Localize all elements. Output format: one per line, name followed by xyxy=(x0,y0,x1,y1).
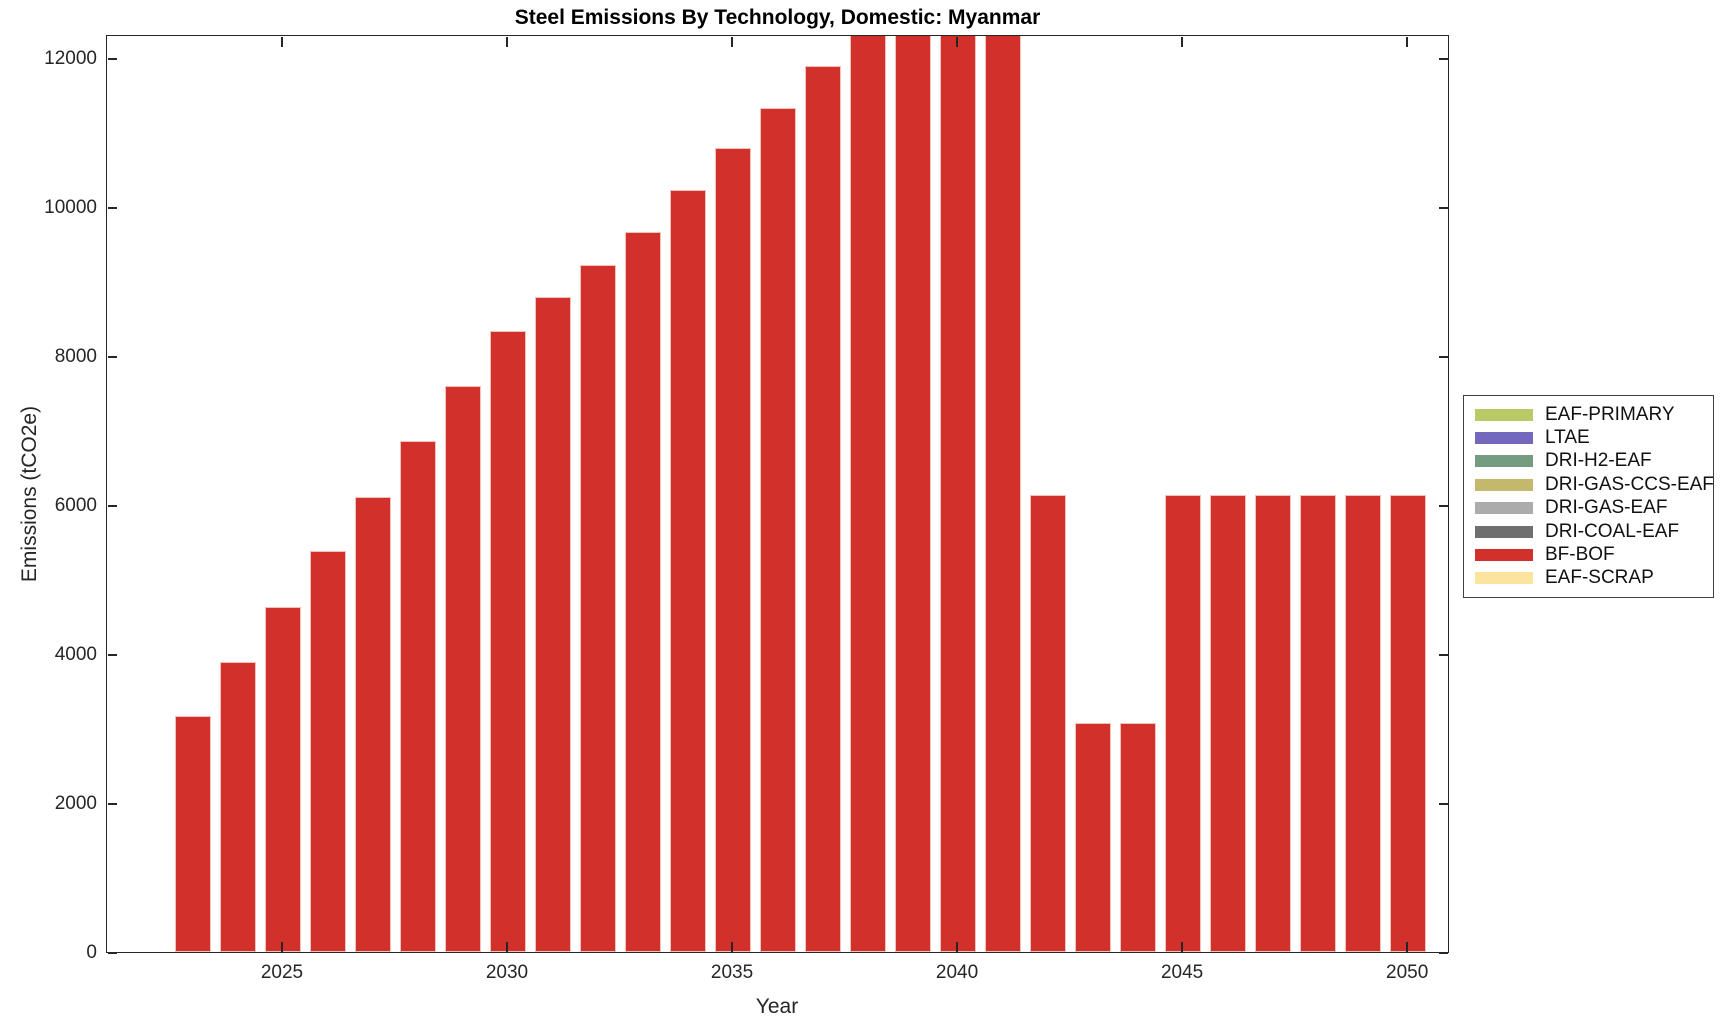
legend-item-bf-bof: BF-BOF xyxy=(1475,543,1713,566)
legend-item-eaf-primary: EAF-PRIMARY xyxy=(1475,403,1713,426)
y-tick-label-10000: 10000 xyxy=(44,196,97,218)
bar-2037 xyxy=(805,66,842,952)
y-tick-left-2000 xyxy=(107,803,117,805)
x-tick-top-2050 xyxy=(1406,36,1408,47)
legend-swatch-bf-bof xyxy=(1475,549,1533,562)
bar-2030 xyxy=(490,331,526,952)
y-tick-label-0: 0 xyxy=(86,942,97,963)
legend-item-eaf-scrap: EAF-SCRAP xyxy=(1475,567,1713,590)
x-tick-top-2040 xyxy=(956,36,958,47)
x-tick-bottom-2040 xyxy=(956,941,958,952)
legend-label: LTAE xyxy=(1545,427,1590,449)
x-tick-label-2040: 2040 xyxy=(935,962,979,983)
bar-2034 xyxy=(670,189,707,952)
legend-label: EAF-PRIMARY xyxy=(1545,403,1675,425)
x-tick-bottom-2050 xyxy=(1406,941,1408,952)
bar-2048 xyxy=(1300,495,1337,952)
x-tick-top-2025 xyxy=(281,36,283,47)
y-tick-left-6000 xyxy=(107,505,117,507)
y-tick-label-2000: 2000 xyxy=(54,792,97,814)
legend-swatch-eaf-primary xyxy=(1475,408,1533,421)
bar-2046 xyxy=(1210,495,1247,952)
legend-box: EAF-PRIMARY LTAE DRI-H2-EAF DRI-GAS-CCS-EAF… xyxy=(1463,395,1714,598)
x-tick-label-2045: 2045 xyxy=(1160,962,1204,983)
bar-2043 xyxy=(1075,723,1112,952)
legend-swatch-dri-h2-eaf xyxy=(1475,455,1533,468)
bar-2041 xyxy=(985,36,1022,952)
legend-label: DRI-GAS-EAF xyxy=(1545,497,1668,519)
y-tick-left-12000 xyxy=(107,58,117,60)
x-tick-label-2025: 2025 xyxy=(260,962,304,983)
bar-2035 xyxy=(715,148,752,952)
x-tick-label-2035: 2035 xyxy=(710,962,754,983)
bar-2023 xyxy=(174,715,211,952)
x-tick-top-2030 xyxy=(506,36,508,47)
bar-2033 xyxy=(625,232,662,952)
legend-swatch-dri-gas-ccs-eaf xyxy=(1475,478,1533,491)
bar-2047 xyxy=(1255,495,1292,952)
bar-2028 xyxy=(399,440,436,952)
bar-2039 xyxy=(895,36,932,952)
x-tick-bottom-2030 xyxy=(506,941,508,952)
x-tick-top-2045 xyxy=(1181,36,1183,47)
x-tick-top-2035 xyxy=(731,36,733,47)
chart-title: Steel Emissions By Technology, Domestic:… xyxy=(514,6,1041,29)
plot-area xyxy=(106,35,1449,953)
y-tick-right-10000 xyxy=(1438,207,1448,209)
y-tick-right-0 xyxy=(1438,952,1448,954)
bar-2026 xyxy=(309,551,346,952)
y-tick-label-4000: 4000 xyxy=(54,643,97,665)
y-tick-left-0 xyxy=(107,952,117,954)
y-tick-right-2000 xyxy=(1438,803,1448,805)
y-tick-left-4000 xyxy=(107,654,117,656)
y-tick-right-12000 xyxy=(1438,58,1448,60)
bar-2032 xyxy=(580,265,617,952)
legend-swatch-dri-coal-eaf xyxy=(1475,525,1533,538)
bar-2049 xyxy=(1345,495,1382,952)
y-axis-label: Emissions (tCO2e) xyxy=(18,405,41,583)
y-tick-right-8000 xyxy=(1438,356,1448,358)
y-tick-label-8000: 8000 xyxy=(54,345,97,367)
legend-label: BF-BOF xyxy=(1545,544,1615,566)
y-tick-left-8000 xyxy=(107,356,117,358)
y-tick-right-6000 xyxy=(1438,505,1448,507)
legend-item-ltae: LTAE xyxy=(1475,426,1713,449)
legend-swatch-eaf-scrap xyxy=(1475,572,1533,585)
legend-label: EAF-SCRAP xyxy=(1545,567,1654,589)
legend-item-dri-h2-eaf: DRI-H2-EAF xyxy=(1475,450,1713,473)
x-tick-bottom-2025 xyxy=(281,941,283,952)
bar-2038 xyxy=(850,36,887,952)
x-axis-label: Year xyxy=(755,995,799,1018)
legend-label: DRI-H2-EAF xyxy=(1545,450,1652,472)
bar-2050 xyxy=(1390,495,1427,952)
y-tick-label-6000: 6000 xyxy=(54,494,97,516)
bar-2024 xyxy=(219,662,256,952)
x-tick-bottom-2035 xyxy=(731,941,733,952)
x-tick-label-2050: 2050 xyxy=(1386,962,1429,983)
bar-2042 xyxy=(1030,495,1067,952)
legend-swatch-ltae xyxy=(1475,432,1533,445)
y-tick-right-4000 xyxy=(1438,654,1448,656)
legend-item-dri-gas-ccs-eaf: DRI-GAS-CCS-EAF xyxy=(1475,473,1714,496)
x-tick-bottom-2045 xyxy=(1181,941,1183,952)
legend-swatch-dri-gas-eaf xyxy=(1475,502,1533,515)
bar-2044 xyxy=(1120,723,1157,952)
bar-2031 xyxy=(535,297,571,952)
legend-label: DRI-COAL-EAF xyxy=(1545,520,1680,542)
x-tick-label-2030: 2030 xyxy=(485,962,529,983)
y-tick-left-10000 xyxy=(107,207,117,209)
bar-2025 xyxy=(264,607,301,952)
bar-2027 xyxy=(354,496,391,952)
legend-item-dri-gas-eaf: DRI-GAS-EAF xyxy=(1475,497,1713,520)
y-tick-label-12000: 12000 xyxy=(44,47,97,69)
bar-2045 xyxy=(1165,495,1202,952)
bar-2029 xyxy=(445,385,481,952)
bar-2036 xyxy=(760,107,797,952)
legend-label: DRI-GAS-CCS-EAF xyxy=(1545,473,1714,495)
legend-item-dri-coal-eaf: DRI-COAL-EAF xyxy=(1475,520,1713,543)
bar-2040 xyxy=(940,36,977,952)
